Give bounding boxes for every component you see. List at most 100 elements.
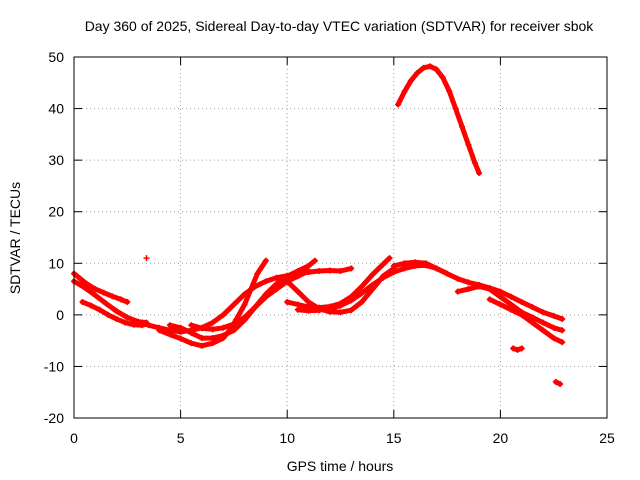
data-point xyxy=(143,255,150,262)
data-point xyxy=(166,331,173,338)
data-point xyxy=(139,322,146,329)
data-point xyxy=(166,322,173,329)
data-point xyxy=(284,278,291,285)
y-tick-label: -20 xyxy=(44,410,64,426)
data-point xyxy=(486,296,493,303)
data-point xyxy=(305,268,312,275)
data-point xyxy=(113,308,120,315)
data-point xyxy=(444,270,451,277)
data-point xyxy=(156,327,163,334)
data-point xyxy=(471,159,478,166)
data-point xyxy=(348,307,355,314)
data-point xyxy=(337,309,344,316)
data-point xyxy=(390,262,397,269)
data-point xyxy=(337,268,344,275)
data-point xyxy=(486,286,493,293)
data-point xyxy=(518,311,525,318)
data-point xyxy=(550,324,557,331)
data-point xyxy=(390,269,397,276)
data-point xyxy=(102,300,109,307)
data-point xyxy=(188,322,195,329)
x-tick-label: 25 xyxy=(599,430,615,446)
data-point xyxy=(177,324,184,331)
data-point xyxy=(230,327,237,334)
y-axis-label: SDTVAR / TECUs xyxy=(7,182,23,294)
y-tick-label: -10 xyxy=(44,358,64,374)
data-point xyxy=(241,301,248,308)
data-point xyxy=(247,286,254,293)
y-tick-label: 10 xyxy=(48,255,64,271)
data-point xyxy=(529,319,536,326)
data-point xyxy=(124,314,131,321)
data-point xyxy=(92,286,99,293)
data-point xyxy=(252,304,259,311)
data-point xyxy=(96,306,103,313)
data-point xyxy=(559,315,566,322)
data-point xyxy=(177,335,184,342)
data-point xyxy=(476,283,483,290)
data-point xyxy=(79,298,86,305)
data-point xyxy=(540,309,547,316)
x-tick-label: 20 xyxy=(493,430,509,446)
data-point xyxy=(284,273,291,280)
data-point xyxy=(83,280,90,287)
data-point xyxy=(407,77,414,84)
data-point xyxy=(401,88,408,95)
series-arc-n xyxy=(395,63,483,177)
data-point xyxy=(188,340,195,347)
y-tick-label: 50 xyxy=(48,49,64,65)
data-point xyxy=(198,342,205,349)
y-tick-label: 40 xyxy=(48,101,64,117)
data-point xyxy=(465,141,472,148)
data-point xyxy=(459,123,466,130)
data-point xyxy=(305,307,312,314)
data-point xyxy=(109,293,116,300)
series-outlier-a xyxy=(143,255,150,262)
data-point xyxy=(427,63,434,70)
data-point xyxy=(476,170,483,177)
data-point xyxy=(465,286,472,293)
data-point xyxy=(262,257,269,264)
data-point xyxy=(305,262,312,269)
data-point xyxy=(414,69,421,76)
data-point xyxy=(454,288,461,295)
data-point xyxy=(209,335,216,342)
data-point xyxy=(550,335,557,342)
data-point xyxy=(433,66,440,73)
data-point xyxy=(122,319,129,326)
x-axis-label: GPS time / hours xyxy=(287,458,394,474)
data-point xyxy=(552,378,559,385)
data-point xyxy=(77,281,84,288)
y-tick-label: 0 xyxy=(56,307,64,323)
data-point xyxy=(294,306,301,313)
data-point xyxy=(380,274,387,281)
axis-ticks: 0 5 10 15 20 25 -20 -10 0 10 20 30 40 50 xyxy=(44,49,615,446)
data-point xyxy=(439,74,446,81)
x-tick-label: 10 xyxy=(279,430,295,446)
data-point xyxy=(230,301,237,308)
chart-title: Day 360 of 2025, Sidereal Day-to-day VTE… xyxy=(85,18,595,34)
series-outlier-b xyxy=(510,345,525,353)
x-tick-label: 5 xyxy=(177,430,185,446)
data-point xyxy=(510,345,517,352)
data-point xyxy=(220,324,227,331)
data-point xyxy=(454,275,461,282)
data-point xyxy=(117,296,124,303)
data-point xyxy=(420,64,427,71)
data-point xyxy=(316,307,323,314)
data-point xyxy=(540,327,547,334)
data-point xyxy=(508,301,515,308)
data-point xyxy=(422,260,429,267)
data-point xyxy=(326,267,333,274)
data-point xyxy=(105,311,112,318)
series-arc-m xyxy=(486,296,566,346)
data-point xyxy=(273,280,280,287)
data-point xyxy=(446,88,453,95)
data-point xyxy=(113,315,120,322)
data-point xyxy=(369,281,376,288)
x-tick-label: 0 xyxy=(70,430,78,446)
data-point xyxy=(209,319,216,326)
data-point xyxy=(557,380,564,387)
data-point xyxy=(497,301,504,308)
